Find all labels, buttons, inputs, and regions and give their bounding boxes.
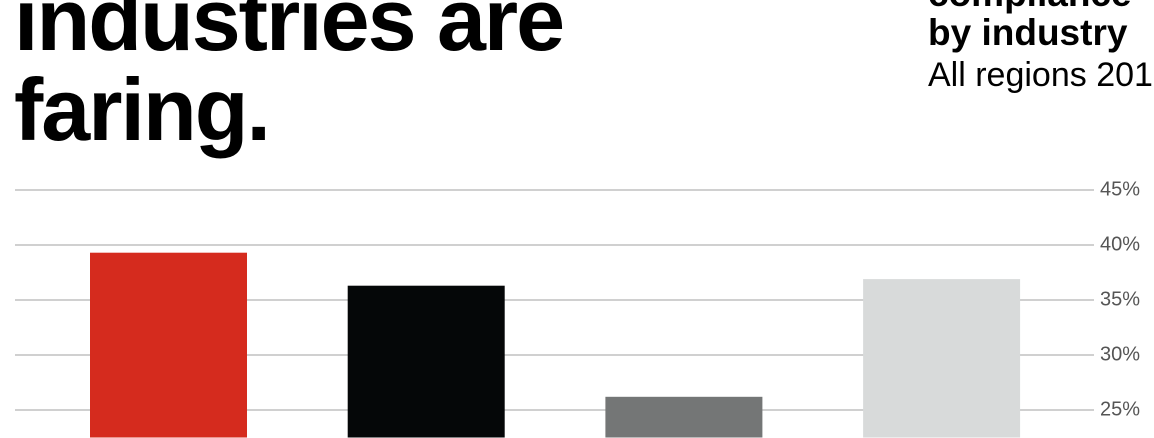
chart-title-line: compliance: [928, 0, 1132, 14]
title-line: faring.: [14, 60, 269, 159]
bar: [90, 252, 247, 438]
bar: [863, 279, 1021, 438]
y-tick-label: 30%: [1100, 343, 1140, 365]
title-line: industries are: [14, 0, 563, 69]
chart-title-line: by industry: [928, 12, 1128, 53]
y-tick-label: 35%: [1100, 288, 1140, 310]
y-tick-label: 40%: [1100, 233, 1140, 255]
y-tick-label: 25%: [1100, 398, 1140, 420]
bar: [347, 285, 505, 438]
y-tick-label: 45%: [1100, 178, 1140, 200]
subtitle: All regions 2018: [928, 56, 1154, 94]
bar: [605, 396, 763, 438]
